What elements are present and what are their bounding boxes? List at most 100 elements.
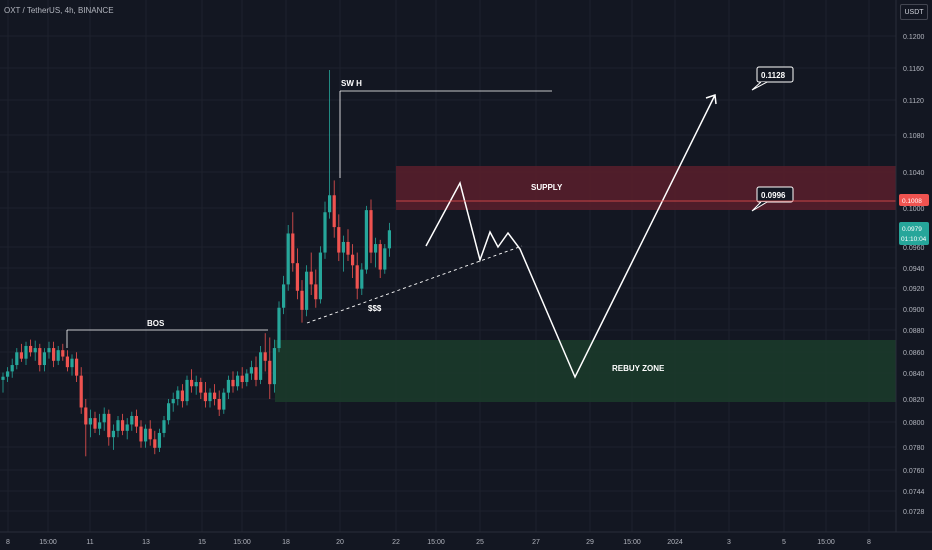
candle-body: [56, 350, 60, 361]
candle-body: [47, 348, 51, 353]
candle-body: [378, 244, 382, 270]
candle-body: [332, 195, 336, 228]
candle-body: [286, 233, 290, 285]
y-tick-label: 0.0920: [903, 286, 925, 293]
candle-body: [130, 415, 134, 425]
price-tag-red: 0.1008: [899, 194, 929, 206]
candle-body: [38, 348, 42, 366]
y-tick-label: 0.1080: [903, 133, 925, 140]
y-tick-label: 0.0728: [903, 509, 925, 516]
candle-body: [277, 307, 281, 349]
x-tick-label: 15:00: [427, 539, 445, 546]
candle-body: [70, 358, 74, 368]
x-tick-label: 15:00: [39, 539, 57, 546]
candle-body: [162, 420, 166, 433]
currency-button[interactable]: USDT: [900, 4, 928, 20]
y-tick-label: 0.0860: [903, 350, 925, 357]
supply-label: SUPPLY: [531, 183, 563, 192]
candle-body: [351, 254, 355, 266]
candle-body: [75, 358, 79, 376]
candle-body: [171, 399, 175, 404]
candle-body: [144, 428, 148, 442]
x-tick-label: 15:00: [233, 539, 251, 546]
candle-body: [226, 379, 230, 393]
candle-body: [24, 345, 28, 359]
candle-body: [88, 418, 92, 425]
candle-body: [341, 241, 345, 253]
candle-body: [383, 248, 387, 270]
candle-body: [305, 271, 309, 310]
rebuy-zone: [275, 340, 896, 402]
candle-body: [263, 352, 267, 361]
candle-body: [176, 390, 180, 399]
candle-body: [346, 241, 350, 255]
candle-body: [245, 373, 249, 383]
candle-body: [318, 252, 322, 300]
candlesticks: [1, 70, 391, 457]
y-tick-label: 0.0780: [903, 445, 925, 452]
candle-body: [282, 284, 286, 308]
candle-body: [33, 348, 37, 353]
sw-high-label: SW H: [341, 79, 362, 88]
candle-body: [199, 382, 203, 393]
y-tick-label: 0.0880: [903, 328, 925, 335]
y-tick-label: 0.1200: [903, 34, 925, 41]
candle-body: [6, 371, 10, 377]
candle-body: [217, 399, 221, 410]
y-tick-label: 0.1040: [903, 170, 925, 177]
candle-body: [1, 376, 5, 380]
candle-body: [374, 244, 378, 253]
x-axis-ticks: 8 15:00 11 13 15 15:00 18 20 22 15:00 25 27 29 15:00 2…: [6, 539, 871, 546]
y-tick-label: 0.0840: [903, 371, 925, 378]
price-tag-current-value: 0.0979: [902, 226, 922, 233]
y-axis-ticks: 0.1200 0.1160 0.1120 0.1080 0.1040 0.1000 0.09…: [903, 34, 925, 516]
candle-body: [139, 426, 143, 442]
candle-body: [29, 345, 33, 353]
liquidity-label: $$$: [368, 304, 382, 313]
x-tick-label: 13: [142, 539, 150, 546]
candle-body: [15, 352, 19, 366]
candle-body: [52, 348, 56, 361]
candle-body: [337, 227, 341, 253]
supply-zone: [396, 166, 896, 210]
candle-body: [291, 233, 295, 264]
price-tag-current: 0.0979 01:10:04: [899, 222, 929, 245]
x-tick-label: 8: [6, 539, 10, 546]
candle-body: [369, 210, 373, 253]
rebuy-zone-label: REBUY ZONE: [612, 364, 665, 373]
candle-body: [208, 392, 212, 402]
candle-body: [134, 415, 138, 427]
candle-body: [295, 263, 299, 291]
candle-body: [190, 379, 194, 387]
candle-body: [42, 352, 46, 366]
price-tag-countdown: 01:10:04: [901, 236, 927, 243]
y-tick-label: 0.0820: [903, 397, 925, 404]
candle-body: [194, 382, 198, 387]
candle-body: [364, 210, 368, 270]
target-callout-low: 0.0996: [751, 186, 794, 212]
x-tick-label: 15:00: [817, 539, 835, 546]
x-tick-label: 20: [336, 539, 344, 546]
candle-body: [102, 413, 106, 423]
candle-body: [98, 422, 102, 429]
target-high-value: 0.1128: [761, 71, 786, 80]
y-tick-label: 0.1160: [903, 66, 924, 73]
projection-arrowhead: [705, 93, 717, 105]
projection-path: [425, 94, 716, 379]
x-tick-label: 8: [867, 539, 871, 546]
price-tag-red-value: 0.1008: [902, 198, 922, 205]
x-tick-label: 27: [532, 539, 540, 546]
candle-body: [10, 365, 14, 372]
y-tick-label: 0.0900: [903, 307, 925, 314]
candle-body: [259, 352, 263, 380]
candle-body: [309, 271, 313, 285]
y-tick-label: 0.0960: [903, 245, 925, 252]
candle-body: [328, 195, 332, 213]
candle-body: [111, 430, 115, 438]
candle-body: [79, 375, 83, 408]
x-tick-label: 15:00: [623, 539, 641, 546]
candle-body: [185, 379, 189, 402]
symbol-title[interactable]: OXT / TetherUS, 4h, BINANCE: [4, 6, 114, 15]
candle-body: [254, 367, 258, 380]
